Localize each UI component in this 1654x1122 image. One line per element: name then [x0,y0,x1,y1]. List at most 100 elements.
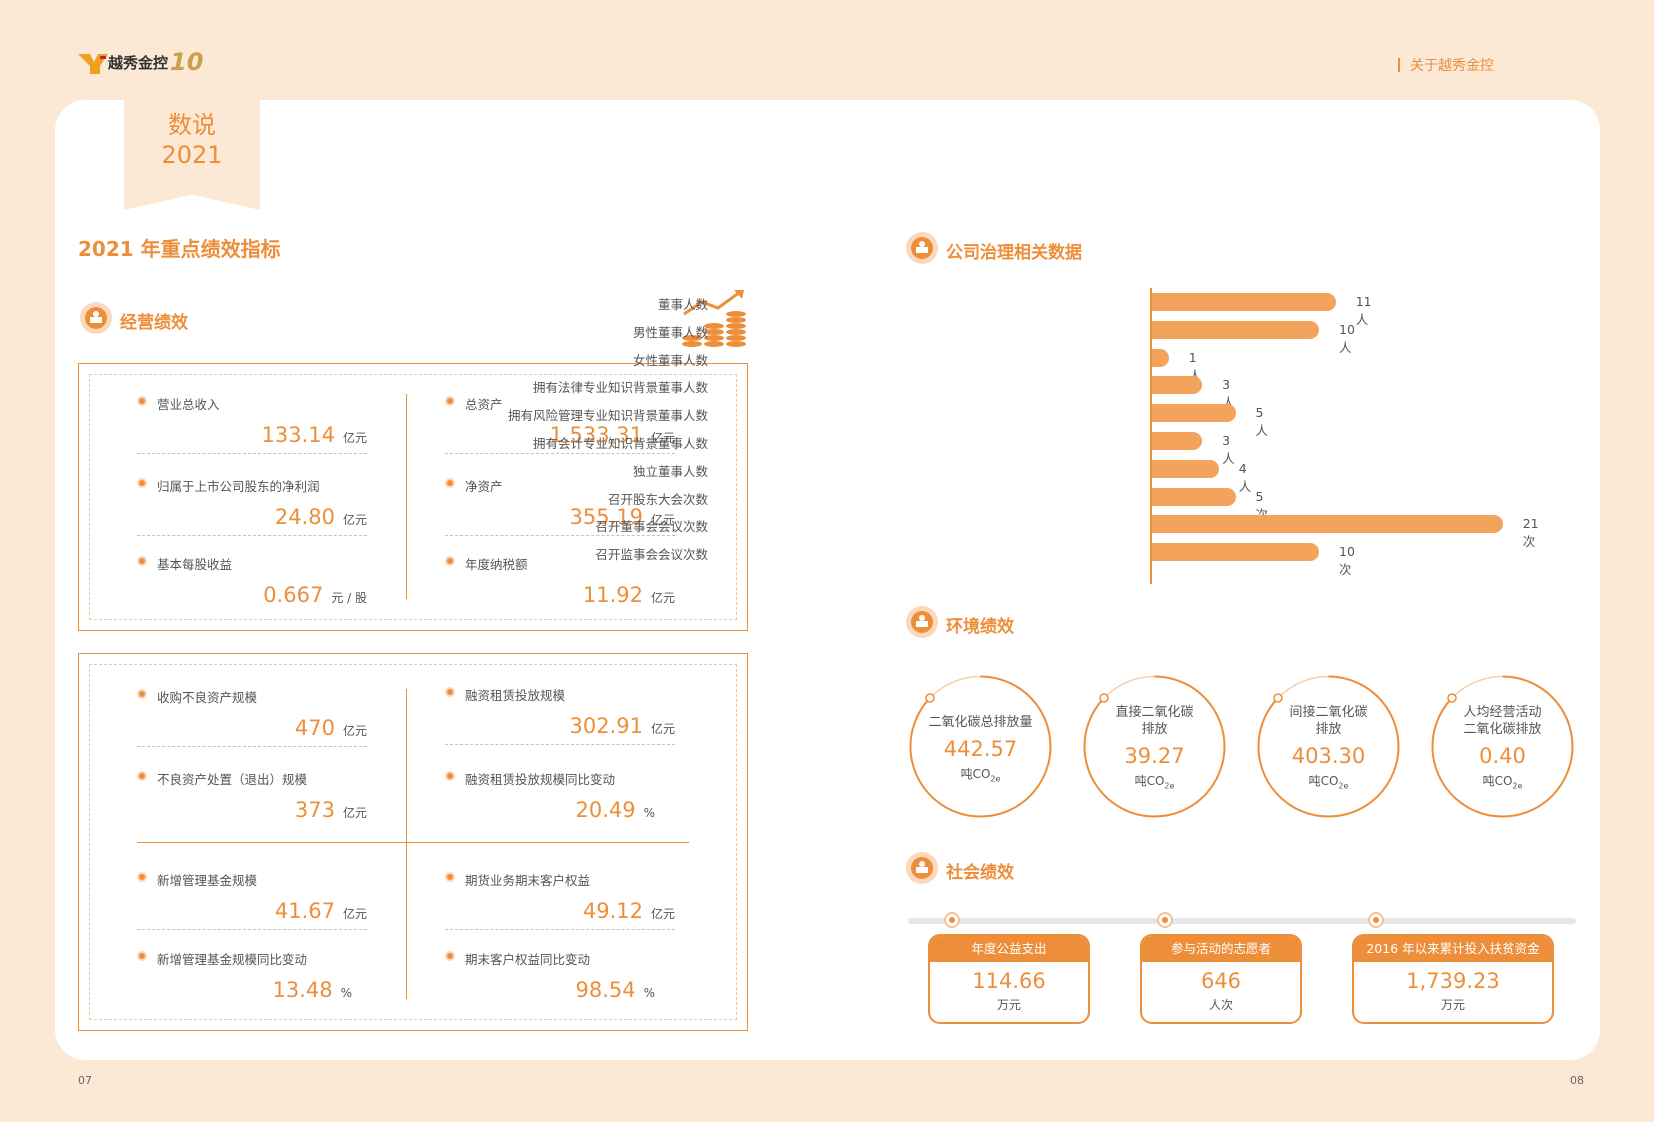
kpi-item: 净资产 355.19 亿元 [445,476,675,536]
kpi-item: 总资产 1,533.31 亿元 [445,394,675,454]
kpi-label: 融资租赁投放规模同比变动 [445,769,655,788]
environment-title: 环境绩效 [946,617,1014,637]
bar [1152,543,1319,562]
kpi-item: 不良资产处置（退出）规模 373 亿元 [137,769,367,822]
page-number-left: 07 [78,1074,92,1087]
env-unit: 吨CO2e [1134,774,1175,791]
bar-category-label: 男性董事人数 [632,324,708,340]
social-card-label: 2016 年以来累计投入扶贫资金 [1354,936,1552,962]
bar-category-label: 拥有会计专业知识背景董事人数 [532,436,708,451]
social-emblem-icon [904,850,940,886]
social-card-unit: 万元 [996,998,1021,1012]
social-card-value: 114.66 [972,969,1046,993]
kpi-value: 1,533.31 [549,423,643,447]
governance-emblem-icon [904,230,940,266]
kpi-label: 归属于上市公司股东的净利润 [137,476,367,495]
kpi-unit: 亿元 [342,806,367,820]
kpi-label: 新增管理基金规模 [137,870,367,889]
env-metric-circle: 间接二氧化碳 排放 403.30 吨CO2e [1256,674,1401,819]
social-card: 参与活动的志愿者 646 人次 [1140,934,1302,1024]
timeline-node [1157,912,1173,928]
kpi-item: 基本每股收益 0.667 元 / 股 [137,554,367,607]
page-number-right: 08 [1570,1074,1584,1087]
kpi-label: 总资产 [445,394,675,413]
bar-value-label: 5 人 [1255,405,1269,439]
kpi-item: 营业总收入 133.14 亿元 [137,394,367,454]
kpi-item: 期货业务期末客户权益 49.12 亿元 [445,870,675,930]
kpi-label: 融资租赁投放规模 [445,685,675,704]
environment-emblem-icon [904,604,940,640]
bar-category-label: 董事人数 [657,297,708,312]
env-metric-circle: 人均经营活动 二氧化碳排放 0.40 吨CO2e [1430,674,1575,819]
bar-value-label: 10 人 [1339,321,1355,355]
kpi-value: 302.91 [569,714,643,738]
bar-category-label: 独立董事人数 [632,463,708,479]
env-unit: 吨CO2e [1308,774,1349,791]
bar [1152,348,1169,367]
timeline-node [1368,912,1384,928]
anniversary-mark: 10 [170,48,204,76]
kpi-item: 收购不良资产规模 470 亿元 [137,687,367,747]
kpi-label: 期末客户权益同比变动 [445,949,655,968]
social-card-unit: 人次 [1208,998,1233,1012]
kpi-value: 355.19 [569,505,643,529]
kpi-label: 新增管理基金规模同比变动 [137,949,352,968]
kpi-unit: 亿元 [650,513,675,527]
bar-value-label: 11 人 [1355,294,1372,327]
kpi-value: 373 [294,798,335,822]
kpi-label: 不良资产处置（退出）规模 [137,769,367,788]
bar-category-label: 拥有风险管理专业知识背景董事人数 [507,408,708,424]
section-tag: 关于越秀金控 [1398,55,1494,75]
env-metric-circle: 二氧化碳总排放量 442.57 吨CO2e [908,674,1053,819]
content-card [55,100,1600,1060]
year-ribbon: 数说 2021 [124,100,260,210]
bar-value-label: 4 人 [1238,460,1252,494]
ribbon-year: 2021 [161,141,223,169]
kpi-value: 0.667 [263,583,324,607]
kpi-item: 融资租赁投放规模 302.91 亿元 [445,685,675,745]
kpi-panel-business: 收购不良资产规模 470 亿元 融资租赁投放规模 302.91 亿元 不良资产处置（… [78,653,748,1031]
env-value: 0.40 [1479,744,1526,768]
env-label: 人均经营活动 二氧化碳排放 [1463,705,1542,737]
kpi-value: 11.92 [582,583,643,607]
env-label: 直接二氧化碳 排放 [1115,705,1194,737]
timeline-node [944,912,960,928]
bar-category-label: 召开股东大会次数 [607,491,708,507]
env-value: 403.30 [1291,744,1366,768]
kpi-value: 98.54 [575,978,636,1002]
kpi-item: 新增管理基金规模 41.67 亿元 [137,870,367,930]
operations-emblem-icon [78,300,114,336]
social-timeline-track [908,918,1576,924]
kpi-value: 49.12 [582,899,643,923]
bar [1152,459,1219,478]
bar-category-label: 召开董事会会议次数 [595,519,708,535]
kpi-panel-financial: 营业总收入 133.14 亿元 总资产 1,533.31 亿元 归属于上市公司股东的… [78,363,748,631]
kpi-label: 期货业务期末客户权益 [445,870,675,889]
bar [1152,404,1236,423]
social-card: 2016 年以来累计投入扶贫资金 1,739.23 万元 [1352,934,1554,1024]
kpi-item: 年度纳税额 11.92 亿元 [445,554,675,607]
social-card-label: 参与活动的志愿者 [1142,936,1300,962]
env-metric-circle: 直接二氧化碳 排放 39.27 吨CO2e [1082,674,1227,819]
bar-value-label: 3 人 [1222,433,1235,466]
kpi-unit: % [643,986,655,1000]
chart-axis [1150,288,1152,584]
social-card-value: 1,739.23 [1406,969,1500,993]
kpi-value: 20.49 [575,798,636,822]
kpi-label: 年度纳税额 [445,554,675,573]
kpi-unit: 亿元 [342,907,367,921]
kpi-value: 13.48 [272,978,333,1002]
kpi-unit: 亿元 [650,907,675,921]
social-card: 年度公益支出 114.66 万元 [928,934,1090,1024]
bar-category-label: 拥有法律专业知识背景董事人数 [532,380,708,396]
kpi-value: 41.67 [274,899,335,923]
kpi-value: 24.80 [274,505,335,529]
env-value: 39.27 [1124,744,1185,768]
bar [1152,376,1203,395]
page-title: 2021 年重点绩效指标 [78,237,281,261]
bar-category-label: 女性董事人数 [632,352,708,368]
env-unit: 吨CO2e [1482,774,1523,791]
social-card-value: 646 [1200,969,1242,993]
kpi-unit: 亿元 [650,431,675,445]
kpi-label: 基本每股收益 [137,554,367,573]
